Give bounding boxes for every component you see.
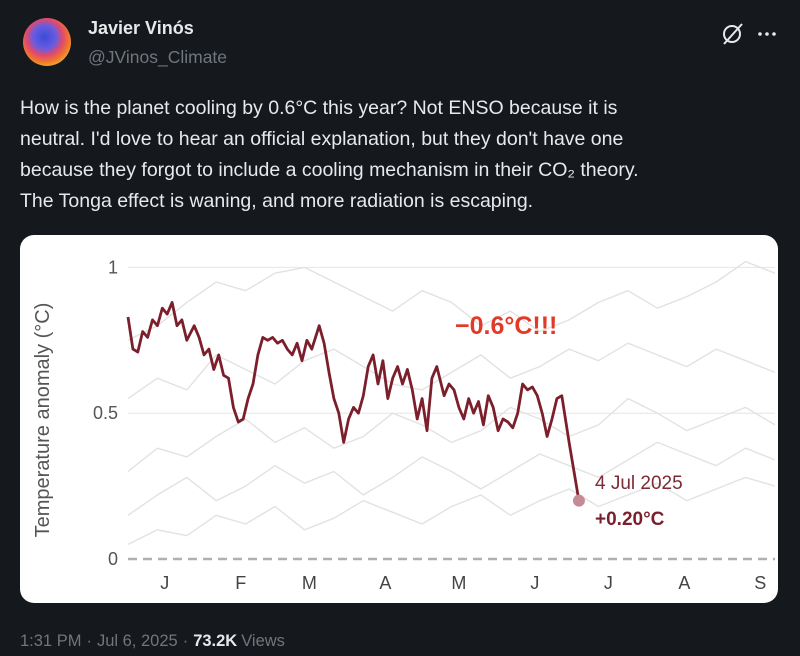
background-line bbox=[127, 476, 776, 546]
background-line bbox=[127, 260, 776, 341]
tweet-text: How is the planet cooling by 0.6°C this … bbox=[20, 97, 639, 212]
x-tick-label: F bbox=[235, 573, 246, 593]
text-line: The Tonga effect is waning, and more rad… bbox=[20, 190, 533, 212]
annotation: +0.20°C bbox=[595, 509, 665, 530]
chart: Temperature anomaly (°C) 0 0.5 1 J F M A M J J A S −0… bbox=[32, 257, 776, 593]
y-tick-label: 0.5 bbox=[93, 403, 118, 423]
x-tick-label: J bbox=[530, 573, 539, 593]
background-line bbox=[127, 342, 776, 400]
x-tick-label: J bbox=[160, 573, 169, 593]
view-count: 73.2K bbox=[193, 632, 237, 650]
x-tick-label: M bbox=[302, 573, 317, 593]
avatar[interactable] bbox=[23, 18, 71, 66]
separator: · bbox=[86, 632, 92, 650]
series-line bbox=[126, 301, 581, 501]
handle[interactable]: @JVinos_Climate bbox=[88, 47, 227, 68]
annotation: −0.6°C!!! bbox=[455, 312, 557, 340]
chart-card[interactable] bbox=[20, 235, 778, 603]
text-line: because they forgot to include a cooling… bbox=[20, 159, 639, 181]
separator: · bbox=[183, 632, 189, 650]
more-menu[interactable] bbox=[758, 32, 776, 36]
x-tick-label: M bbox=[451, 573, 466, 593]
views-label: Views bbox=[241, 632, 285, 650]
grok-icon[interactable] bbox=[723, 23, 743, 45]
annotation: 4 Jul 2025 bbox=[595, 473, 683, 494]
background-line bbox=[127, 441, 776, 516]
background-line bbox=[127, 397, 776, 473]
x-tick-label: S bbox=[754, 573, 766, 593]
end-marker bbox=[572, 494, 585, 507]
text-line: How is the planet cooling by 0.6°C this … bbox=[20, 97, 618, 119]
x-tick-label: J bbox=[604, 573, 613, 593]
post-meta: 1:31 PM · Jul 6, 2025 · 73.2K Views bbox=[20, 632, 285, 650]
y-tick-label: 1 bbox=[108, 257, 118, 277]
post-date: Jul 6, 2025 bbox=[97, 632, 178, 650]
text-line: neutral. I'd love to hear an official ex… bbox=[20, 128, 623, 150]
post-time: 1:31 PM bbox=[20, 632, 81, 650]
x-tick-label: A bbox=[678, 573, 690, 593]
y-axis-label: Temperature anomaly (°C) bbox=[32, 303, 54, 538]
author-name[interactable]: Javier Vinós bbox=[88, 18, 194, 38]
x-tick-label: A bbox=[379, 573, 391, 593]
y-tick-label: 0 bbox=[108, 549, 118, 569]
